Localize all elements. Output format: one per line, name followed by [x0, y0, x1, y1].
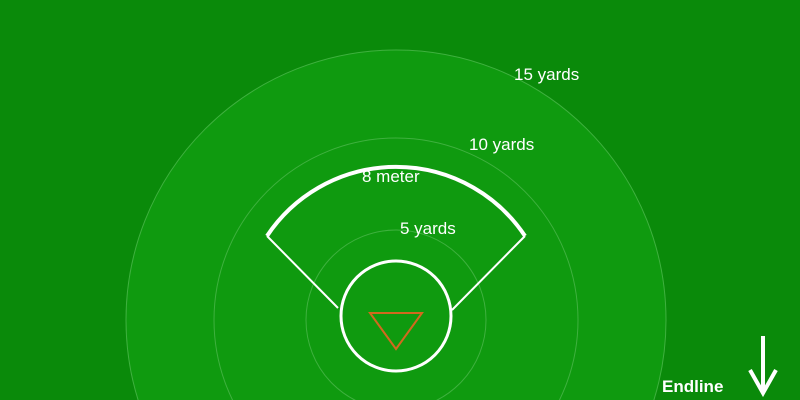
goal-triangle-icon — [368, 312, 424, 351]
label-15-yards: 15 yards — [514, 65, 579, 84]
arc-left-line — [266, 235, 339, 309]
ring-5-yards — [305, 229, 487, 400]
arc-right-line — [451, 235, 526, 311]
label-10-yards: 10 yards — [469, 135, 534, 154]
ring-10-yards — [213, 137, 579, 400]
endline-label: Endline — [662, 377, 723, 396]
eight-meter-arc — [265, 164, 527, 238]
down-arrow-icon — [748, 336, 778, 398]
goal-crease — [339, 259, 453, 373]
label-5-yards: 5 yards — [400, 219, 456, 238]
label-8-meter: 8 meter — [362, 167, 420, 186]
ring-15-yards — [125, 49, 667, 400]
